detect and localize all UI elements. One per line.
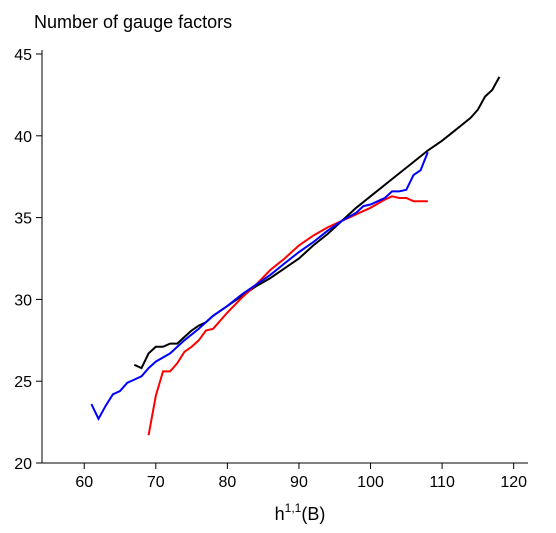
x-tick-label: 70	[147, 474, 165, 491]
x-tick-label: 110	[429, 474, 455, 491]
series-line	[90, 151, 429, 421]
y-tick-label: 45	[14, 47, 32, 64]
x-label-rest: (B)	[301, 504, 325, 524]
x-label-base: h	[275, 504, 285, 524]
x-label-sup: 1,1	[285, 501, 302, 515]
y-tick-label: 40	[14, 129, 32, 146]
y-tick-label: 35	[14, 211, 32, 228]
chart-title: Number of gauge factors	[34, 12, 232, 32]
x-tick-label: 80	[218, 474, 236, 491]
series-line	[147, 195, 428, 436]
series-line	[133, 76, 501, 370]
x-axis-label: h1,1(B)	[275, 501, 326, 524]
x-tick-label: 100	[357, 474, 384, 491]
y-tick-label: 25	[14, 374, 32, 391]
y-tick-label: 20	[14, 456, 32, 473]
x-tick-label: 90	[290, 474, 308, 491]
y-tick-label: 30	[14, 292, 32, 309]
x-tick-label: 60	[75, 474, 93, 491]
x-tick-label: 120	[500, 474, 527, 491]
